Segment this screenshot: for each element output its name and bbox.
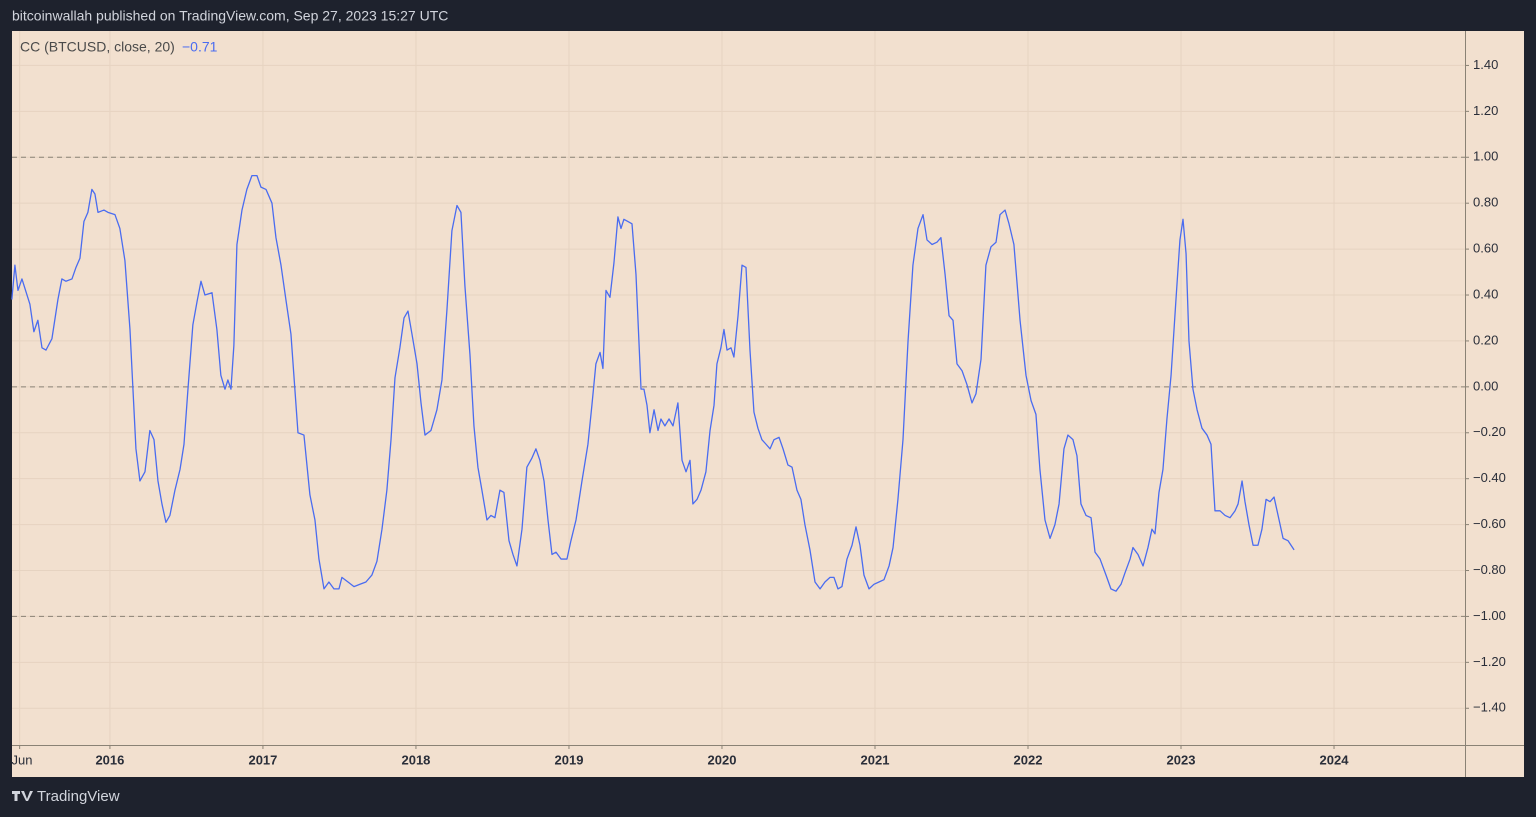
y-tick-label: −1.00 bbox=[1473, 608, 1506, 623]
x-tick-label: 2024 bbox=[1320, 752, 1350, 767]
y-tick-label: −1.20 bbox=[1473, 654, 1506, 669]
y-tick-label: 1.20 bbox=[1473, 103, 1498, 118]
grid bbox=[12, 31, 1465, 745]
logo: TradingView bbox=[12, 788, 120, 805]
y-tick-label: 0.20 bbox=[1473, 332, 1498, 347]
x-tick-label: 2016 bbox=[95, 752, 124, 767]
plot-background bbox=[12, 31, 1524, 777]
y-tick-label: 0.40 bbox=[1473, 286, 1498, 301]
y-tick-label: 1.40 bbox=[1473, 57, 1498, 72]
y-tick-label: −1.40 bbox=[1473, 700, 1506, 715]
y-tick-label: 0.00 bbox=[1473, 378, 1498, 393]
y-tick-label: 0.60 bbox=[1473, 241, 1498, 256]
x-tick-label: 2018 bbox=[401, 752, 430, 767]
x-tick-label: 2019 bbox=[555, 752, 584, 767]
x-tick-label: Jun bbox=[12, 752, 33, 767]
y-tick-label: −0.60 bbox=[1473, 516, 1506, 531]
y-tick-label: −0.20 bbox=[1473, 424, 1506, 439]
x-tick-label: 2023 bbox=[1167, 752, 1196, 767]
legend-name: CC (BTCUSD, close, 20) bbox=[20, 39, 175, 55]
x-tick-label: 2022 bbox=[1014, 752, 1043, 767]
logo-mark bbox=[12, 791, 33, 801]
y-tick-label: −0.40 bbox=[1473, 470, 1506, 485]
x-tick-label: 2020 bbox=[708, 752, 737, 767]
y-tick-label: 0.80 bbox=[1473, 195, 1498, 210]
y-tick-label: −0.80 bbox=[1473, 562, 1506, 577]
x-tick-label: 2017 bbox=[248, 752, 277, 767]
legend-value: −0.71 bbox=[182, 39, 218, 55]
header: bitcoinwallah published on TradingView.c… bbox=[12, 8, 448, 24]
series-line bbox=[11, 174, 1295, 592]
footer: TradingView bbox=[37, 788, 120, 805]
x-tick-label: 2021 bbox=[861, 752, 890, 767]
y-tick-label: 1.00 bbox=[1473, 149, 1498, 164]
